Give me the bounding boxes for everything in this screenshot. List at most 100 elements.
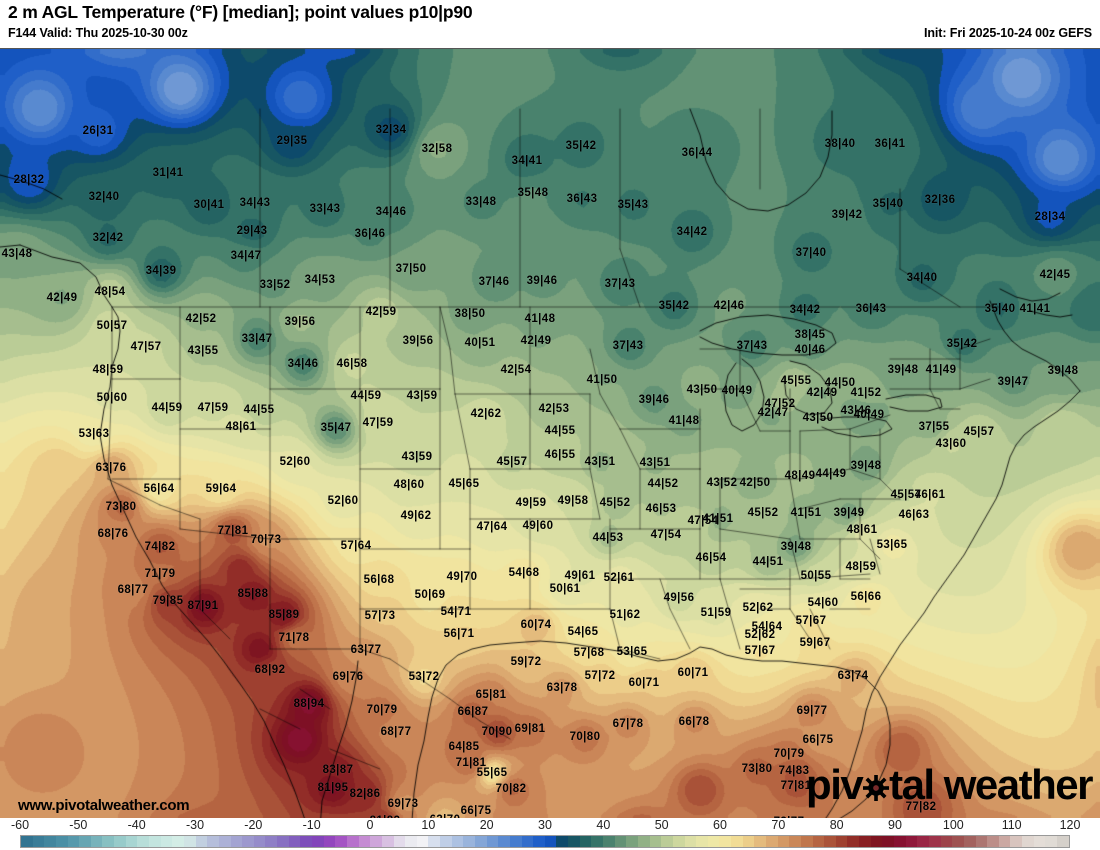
point-value-label: 71|78 <box>278 632 310 644</box>
point-value-label: 30|41 <box>193 199 225 211</box>
point-value-label: 44|55 <box>544 425 576 437</box>
temperature-map[interactable]: 26|31 29|35 32|34 32|58 34|41 35|42 36|44 38|40… <box>0 48 1100 819</box>
colorbar-segment <box>498 836 510 847</box>
colorbar-tick: -60 <box>10 818 30 832</box>
colorbar-segment <box>917 836 929 847</box>
point-value-label: 57|68 <box>573 647 605 659</box>
colorbar: -60 -50 -40 -30 -20 -10 0 10 20 30 40 50 60 70 80 90 100… <box>0 818 1100 850</box>
point-value-label: 83|87 <box>322 764 354 776</box>
colorbar-segment <box>509 836 522 847</box>
colorbar-segment <box>987 836 999 847</box>
colorbar-segment <box>544 836 557 847</box>
point-value-label: 35|40 <box>984 303 1016 315</box>
colorbar-tick: 120 <box>1059 818 1081 832</box>
point-value-label: 34|42 <box>789 304 821 316</box>
colorbar-segment <box>90 836 103 847</box>
point-value-label: 47|59 <box>197 402 229 414</box>
point-value-label: 34|39 <box>145 265 177 277</box>
point-value-label: 39|47 <box>997 376 1029 388</box>
colorbar-segment <box>963 836 976 847</box>
colorbar-segment <box>975 836 988 847</box>
colorbar-segment <box>742 836 755 847</box>
point-value-label: 45|55 <box>780 375 812 387</box>
point-value-label: 68|77 <box>380 726 412 738</box>
colorbar-segment <box>882 836 895 847</box>
point-value-label: 48|49 <box>784 470 816 482</box>
point-value-label: 54|65 <box>567 626 599 638</box>
colorbar-tick: 90 <box>888 818 902 832</box>
point-value-label: 36|46 <box>354 228 386 240</box>
point-value-label: 31|41 <box>152 167 184 179</box>
point-value-label: 46|54 <box>695 552 727 564</box>
colorbar-segment <box>905 836 918 847</box>
point-value-label: 38|40 <box>824 138 856 150</box>
colorbar-tick: 80 <box>829 818 844 832</box>
point-value-label: 42|59 <box>365 306 397 318</box>
colorbar-segment <box>556 836 569 847</box>
point-value-label: 42|54 <box>500 364 532 376</box>
point-value-label: 85|89 <box>268 609 300 621</box>
colorbar-segment <box>67 836 80 847</box>
point-value-label: 70|79 <box>366 704 398 716</box>
gear-icon <box>862 774 889 801</box>
point-value-label: 44|59 <box>350 390 382 402</box>
point-value-label: 42|49 <box>46 292 78 304</box>
colorbar-segment <box>277 836 289 847</box>
point-value-label: 77|81 <box>780 780 812 792</box>
point-value-label: 50|61 <box>549 583 581 595</box>
colorbar-segment <box>824 836 836 847</box>
site-watermark: www.pivotalweather.com <box>18 797 190 814</box>
point-value-label: 57|67 <box>795 615 827 627</box>
logo-text-part1: piv <box>806 761 864 808</box>
point-value-label: 39|42 <box>831 209 863 221</box>
point-value-label: 40|49 <box>853 409 885 421</box>
point-value-label: 39|56 <box>284 316 316 328</box>
point-value-label: 37|40 <box>795 247 827 259</box>
point-value-label: 85|88 <box>237 588 269 600</box>
point-value-label: 66|75 <box>802 734 834 746</box>
colorbar-segment <box>125 836 138 847</box>
colorbar-segment <box>940 836 953 847</box>
colorbar-segment <box>649 836 662 847</box>
point-value-label: 53|65 <box>876 539 908 551</box>
point-value-label: 35|42 <box>658 300 690 312</box>
point-value-label: 52|60 <box>279 456 311 468</box>
colorbar-segment <box>230 836 243 847</box>
point-value-label: 43|52 <box>706 477 738 489</box>
point-value-label: 48|61 <box>225 421 257 433</box>
point-value-label: 49|70 <box>446 571 478 583</box>
point-value-label: 48|61 <box>846 524 878 536</box>
point-value-label: 59|67 <box>799 637 831 649</box>
colorbar-segment <box>789 836 801 847</box>
colorbar-tick: -40 <box>127 818 146 832</box>
forecast-valid-label: F144 Valid: Thu 2025-10-30 00z <box>8 26 188 40</box>
point-value-label: 60|71 <box>628 677 660 689</box>
point-value-label: 41|50 <box>586 374 618 386</box>
colorbar-segment <box>32 836 45 847</box>
point-value-label: 53|65 <box>616 646 648 658</box>
point-value-label: 48|59 <box>92 364 124 376</box>
point-value-label: 32|40 <box>88 191 120 203</box>
point-value-label: 52|61 <box>603 572 635 584</box>
point-value-label: 34|46 <box>375 206 407 218</box>
point-value-label: 35|40 <box>872 198 904 210</box>
colorbar-segment <box>102 836 115 847</box>
point-value-label: 43|59 <box>401 451 433 463</box>
point-value-label: 53|63 <box>78 428 110 440</box>
colorbar-segment <box>288 836 301 847</box>
point-value-label: 45|57 <box>963 426 995 438</box>
point-value-label: 40|51 <box>464 337 496 349</box>
point-value-label: 33|48 <box>465 196 497 208</box>
point-value-label: 42|50 <box>739 477 771 489</box>
point-value-label: 29|35 <box>276 135 308 147</box>
point-value-label: 38|50 <box>454 308 486 320</box>
colorbar-segment <box>79 836 91 847</box>
point-value-label: 70|82 <box>495 783 527 795</box>
point-value-label: 39|56 <box>402 335 434 347</box>
colorbar-segment <box>242 836 254 847</box>
colorbar-tick: 40 <box>596 818 611 832</box>
colorbar-tick: 50 <box>654 818 669 832</box>
colorbar-segment <box>835 836 848 847</box>
point-value-label: 49|58 <box>557 495 589 507</box>
point-value-label: 49|59 <box>515 497 547 509</box>
